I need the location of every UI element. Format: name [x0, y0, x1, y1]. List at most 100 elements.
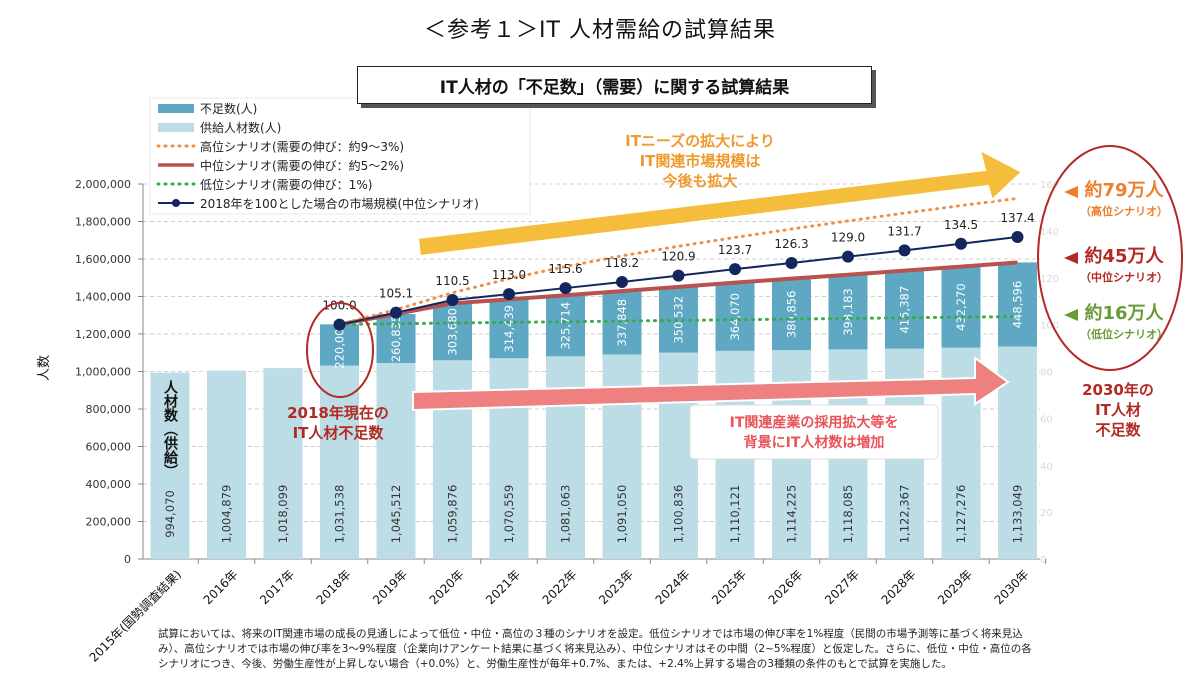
supply-data-label: 1,004,879	[220, 485, 234, 544]
market-index-marker	[559, 282, 572, 295]
x-tick-label: 2030年	[992, 567, 1032, 607]
y-tick-label: 600,000	[86, 441, 132, 454]
2030-shortage-annotation: 2030年の	[1082, 381, 1154, 399]
supply-data-label: 1,091,050	[615, 485, 629, 544]
shortage-data-label: 314,439	[502, 305, 516, 353]
chart-title-box: IT人材の「不足数」（需要）に関する試算結果	[357, 66, 872, 104]
workforce-annotation: 背景にIT人材数は増加	[744, 434, 885, 451]
y2-tick-label: 140	[1040, 227, 1059, 238]
x-tick-label: 2027年	[822, 567, 862, 607]
shortage-data-label: 432,270	[954, 283, 968, 331]
current-shortage-annotation: 2018年現在の	[287, 404, 389, 422]
chart-title: IT人材の「不足数」（需要）に関する試算結果	[439, 77, 790, 98]
x-tick-label: 2023年	[596, 567, 636, 607]
y-tick-label: 1,000,000	[75, 366, 131, 379]
low-result-pointer-icon	[1064, 309, 1078, 321]
shortage-bar	[546, 295, 585, 357]
x-tick-label: 2026年	[766, 567, 806, 607]
market-index-label: 126.3	[774, 237, 808, 251]
y2-tick-label: 80	[1040, 368, 1053, 379]
mid-result-value: 約45万人	[1084, 245, 1164, 267]
market-index-label: 100.0	[322, 299, 356, 313]
market-index-label: 110.5	[435, 274, 469, 288]
legend-label: 低位シナリオ(需要の伸び：1%)	[200, 177, 372, 192]
y2-tick-label: 0	[1040, 555, 1046, 566]
current-shortage-oval	[306, 302, 374, 398]
x-tick-label: 2016年	[201, 567, 241, 607]
market-index-label: 123.7	[718, 243, 752, 257]
high-result-label: （高位シナリオ）	[1080, 204, 1168, 218]
market-index-label: 129.0	[831, 231, 865, 245]
market-index-label: 137.4	[1000, 211, 1034, 225]
supply-data-label: 1,059,876	[446, 485, 460, 544]
market-index-marker	[842, 250, 854, 263]
supply-bar	[150, 372, 190, 559]
x-tick-label: 2020年	[427, 567, 467, 607]
y2-tick-label: 160	[1040, 180, 1059, 191]
market-index-marker	[1011, 230, 1024, 243]
market-index-label: 115.6	[548, 262, 582, 276]
low-result-label: （低位シナリオ）	[1080, 327, 1168, 341]
y-tick-label: 2,000,000	[75, 178, 131, 191]
2030-shortage-oval	[1037, 145, 1183, 371]
market-index-marker	[672, 269, 685, 282]
shortage-bar	[885, 270, 924, 349]
shortage-bar	[602, 291, 642, 355]
market-index-marker	[955, 237, 967, 250]
market-index-label: 118.2	[605, 256, 639, 270]
shortage-data-label: 350,532	[672, 296, 686, 344]
supply-data-label: 1,100,836	[672, 485, 686, 544]
x-tick-label: 2021年	[483, 567, 523, 607]
shortage-data-label: 303,680	[446, 308, 460, 356]
supply-data-label: 1,114,225	[785, 485, 799, 544]
workforce-callout-box	[689, 404, 939, 460]
y2-tick-label: 60	[1040, 414, 1053, 425]
shortage-bar	[433, 303, 472, 361]
market-index-marker	[616, 275, 628, 288]
pink-growth-arrow	[412, 356, 1010, 412]
2030-shortage-annotation: 不足数	[1095, 421, 1141, 439]
shortage-data-label: 398,183	[841, 288, 855, 336]
page-title: ＜参考１＞IT 人材需給の試算結果	[424, 18, 776, 43]
market-index-label: 120.9	[661, 250, 695, 264]
shortage-data-label: 325,714	[559, 302, 573, 350]
current-shortage-annotation: IT人材不足数	[293, 424, 385, 442]
x-tick-label: 2025年	[709, 567, 749, 607]
supply-bar	[207, 370, 246, 559]
mid-result-label: （中位シナリオ）	[1080, 270, 1168, 284]
footnote: 試算においては、将来のIT関連市場の成長の見通しによって低位・中位・高位の３種の…	[158, 628, 1032, 670]
shortage-bar	[320, 324, 359, 366]
y2-tick-label: 120	[1040, 274, 1059, 285]
shortage-bar	[828, 274, 868, 350]
supply-data-label: 1,118,085	[841, 485, 855, 544]
y-tick-label: 1,600,000	[75, 253, 131, 266]
y-tick-label: 800,000	[86, 403, 132, 416]
shortage-data-label: 337,848	[615, 299, 629, 347]
x-tick-label: 2017年	[257, 567, 297, 607]
market-index-marker	[898, 244, 911, 257]
supply-annotation: 人材数（供給）	[162, 380, 178, 478]
x-tick-label: 2028年	[879, 567, 919, 607]
supply-data-label: 1,081,063	[559, 485, 573, 544]
y-tick-label: 1,400,000	[75, 291, 131, 304]
shortage-bar	[489, 299, 529, 359]
it-needs-annotation: IT関連市場規模は	[640, 152, 761, 170]
market-index-marker	[446, 294, 459, 307]
market-index-marker	[503, 288, 515, 301]
y-tick-label: 1,200,000	[75, 328, 131, 341]
it-needs-annotation: 今後も拡大	[661, 172, 737, 190]
market-index-marker	[333, 318, 346, 331]
legend-label: 2018年を100とした場合の市場規模(中位シナリオ)	[200, 196, 479, 211]
supply-data-label: 1,031,538	[333, 485, 347, 544]
market-index-label: 131.7	[887, 224, 921, 238]
2030-shortage-annotation: IT人材	[1095, 401, 1141, 419]
it-needs-annotation: ITニーズの拡大により	[625, 132, 775, 150]
market-index-label: 134.5	[944, 218, 978, 232]
supply-data-label: 1,018,099	[276, 485, 290, 544]
legend-marker	[172, 199, 180, 207]
market-index-marker	[390, 306, 402, 319]
high-result-value: 約79万人	[1084, 179, 1164, 201]
x-tick-label: 2019年	[370, 567, 410, 607]
supply-data-label: 1,110,121	[728, 485, 742, 544]
supply-data-label: 1,122,367	[898, 485, 912, 544]
